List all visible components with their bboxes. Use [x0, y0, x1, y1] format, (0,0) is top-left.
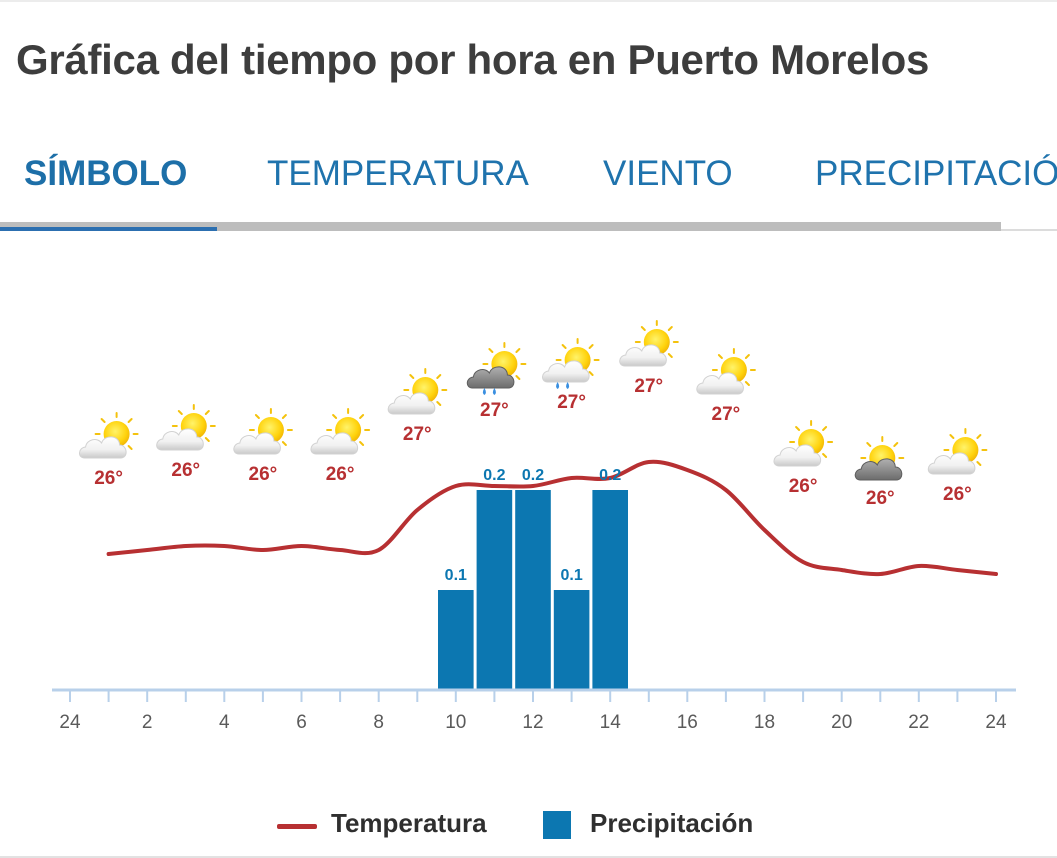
x-axis-tick-label: 2 [142, 712, 153, 733]
precipitation-value-label: 0.1 [445, 567, 467, 584]
bottom-rule [0, 856, 1057, 858]
temperature-label: 27° [480, 400, 509, 421]
tab-bar: SÍMBOLO TEMPERATURA VIENTO PRECIPITACIÓN [0, 150, 1057, 232]
active-tab-indicator [0, 227, 217, 231]
weather-symbol-partly-cloudy-icon [156, 404, 216, 451]
x-axis-tick-label: 12 [522, 712, 543, 733]
rain-drops-icon [556, 382, 570, 389]
x-axis-tick-label: 4 [219, 712, 230, 733]
tab-precipitacion[interactable]: PRECIPITACIÓN [815, 154, 1057, 193]
weather-symbols [78, 320, 988, 481]
x-axis-tick-label: 14 [600, 712, 622, 733]
precipitation-bars [438, 490, 628, 690]
precipitation-value-label: 0.2 [483, 467, 505, 484]
weather-symbol-partly-cloudy-icon [927, 428, 988, 475]
temperature-label: 26° [943, 484, 972, 505]
top-rule [0, 0, 1057, 2]
tab-viento[interactable]: VIENTO [603, 154, 733, 193]
temperature-label: 26° [171, 460, 200, 481]
precipitation-value-label: 0.2 [522, 467, 544, 484]
temperature-label: 26° [249, 464, 278, 485]
temperature-label: 26° [866, 488, 895, 509]
temperature-line [106, 459, 998, 577]
chart-legend: Temperatura Precipitación [0, 802, 1057, 846]
tab-simbolo[interactable]: SÍMBOLO [24, 154, 188, 193]
precipitation-value-label: 0.2 [599, 467, 621, 484]
x-axis [52, 688, 1016, 702]
weather-symbol-sun-rain-icon [541, 338, 600, 389]
temperature-label: 26° [94, 468, 123, 489]
tab-scroll-track[interactable] [0, 222, 1001, 231]
tab-divider [1001, 229, 1057, 231]
temperature-label: 27° [403, 424, 432, 445]
weather-symbol-partly-cloudy-icon [773, 420, 834, 467]
legend-temperature-swatch [277, 824, 317, 829]
weather-symbol-partly-cloudy-icon [78, 412, 139, 459]
hourly-weather-chart: 26° 26° 26° 26° 27° 27° 27° 27° 27° 26° 26° 26° 0.1… [52, 320, 1016, 733]
precipitation-bar [515, 490, 551, 690]
temperature-label: 27° [712, 404, 741, 425]
legend-precipitation-swatch [543, 811, 571, 839]
tab-temperatura[interactable]: TEMPERATURA [267, 154, 529, 193]
weather-symbol-cloudy-rain-icon [466, 342, 527, 395]
weather-symbol-partly-cloudy-icon [233, 408, 293, 455]
weather-symbol-partly-cloudy-icon [387, 368, 448, 415]
rain-drops-icon [482, 388, 496, 395]
precipitation-bar [476, 490, 513, 690]
legend-temperature[interactable]: Temperatura [331, 808, 487, 838]
x-axis-tick-label: 20 [831, 712, 852, 733]
x-axis-tick-label: 22 [908, 712, 929, 733]
temperature-label: 27° [557, 392, 586, 413]
x-axis-tick-label: 16 [677, 712, 698, 733]
x-axis-tick-label: 8 [373, 712, 384, 733]
temperature-labels: 26° 26° 26° 26° 27° 27° 27° 27° 27° 26° 26° 26° [94, 376, 972, 509]
precipitation-bar [438, 590, 474, 690]
precipitation-value-labels: 0.1 0.2 0.2 0.1 0.2 [445, 467, 622, 584]
x-axis-tick-labels: 24 2 4 6 8 10 12 14 16 18 20 22 24 [59, 712, 1007, 733]
weather-symbol-partly-cloudy-icon [310, 408, 371, 455]
page-title: Gráfica del tiempo por hora en Puerto Mo… [16, 36, 930, 83]
temperature-label: 27° [634, 376, 663, 397]
weather-symbol-partly-cloudy-icon [619, 320, 679, 367]
legend-precipitation[interactable]: Precipitación [590, 808, 754, 838]
weather-symbol-partly-cloudy-icon [696, 348, 756, 395]
precipitation-bar [553, 590, 590, 690]
x-axis-tick-label: 18 [754, 712, 775, 733]
weather-symbol-cloudy-icon [854, 436, 905, 481]
x-axis-tick-label: 24 [985, 712, 1007, 733]
precipitation-bar [592, 490, 628, 690]
x-axis-tick-label: 10 [445, 712, 466, 733]
temperature-label: 26° [789, 476, 818, 497]
temperature-label: 26° [326, 464, 355, 485]
x-axis-tick-label: 24 [59, 712, 81, 733]
dark-cloud-icon [854, 458, 903, 481]
x-axis-tick-label: 6 [296, 712, 307, 733]
precipitation-value-label: 0.1 [560, 567, 582, 584]
